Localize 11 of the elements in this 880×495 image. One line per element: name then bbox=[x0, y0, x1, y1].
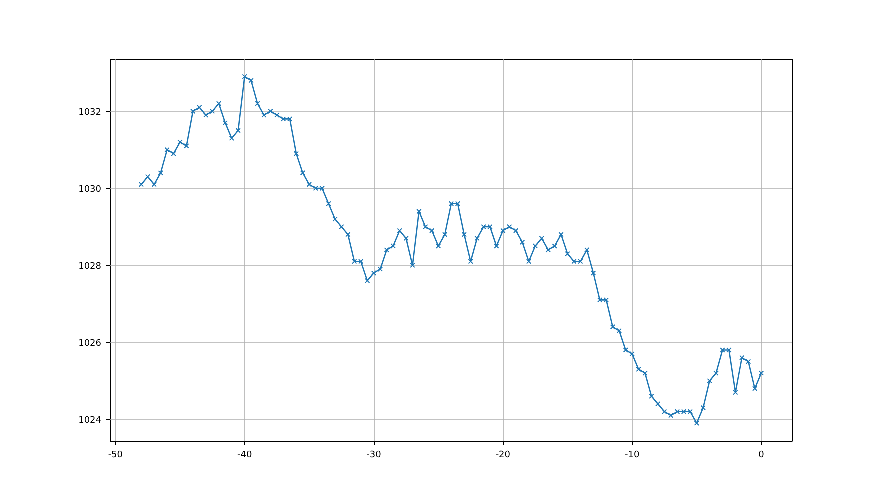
y-tick-label: 1024 bbox=[78, 416, 102, 426]
x-tick-label: -30 bbox=[366, 450, 382, 460]
y-tick-label: 1030 bbox=[78, 185, 102, 195]
x-tick-label: 0 bbox=[758, 450, 765, 460]
x-tick-label: -10 bbox=[624, 450, 640, 460]
y-tick-label: 1028 bbox=[78, 262, 102, 272]
y-tick-label: 1026 bbox=[78, 339, 102, 350]
x-tick-label: -20 bbox=[496, 450, 511, 460]
y-tick-label: 1032 bbox=[78, 108, 102, 118]
x-tick-label: -40 bbox=[237, 450, 252, 460]
x-tick-label: -50 bbox=[108, 450, 124, 460]
